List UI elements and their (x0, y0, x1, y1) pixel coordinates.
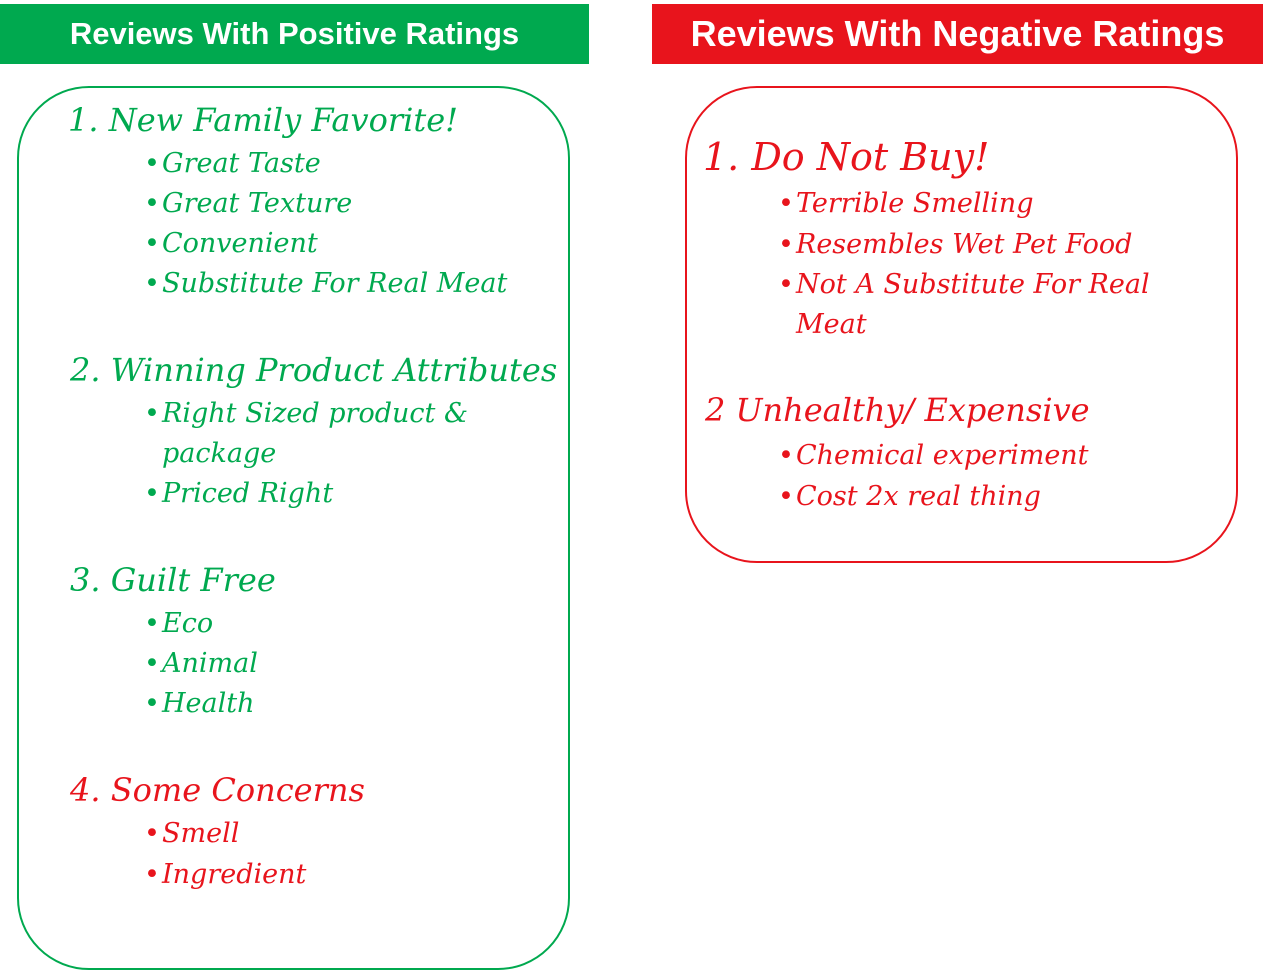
negative-section-1-item: • Resembles Wet Pet Food (778, 225, 1132, 265)
bullet-icon: • (144, 398, 160, 429)
positive-section-1-item: • Great Taste (144, 144, 321, 184)
positive-section-1-item: • Great Texture (144, 184, 352, 224)
positive-section-3-item: • Animal (144, 644, 258, 684)
positive-ratings-header-label: Reviews With Positive Ratings (69, 16, 520, 51)
positive-section-3-item: • Eco (144, 604, 213, 644)
negative-section-1-item-continued: Meat (796, 309, 867, 340)
positive-section-3-item: • Health (144, 684, 255, 724)
bullet-icon: • (144, 859, 160, 890)
bullet-icon: • (144, 608, 160, 639)
positive-section-1-item: • Convenient (144, 224, 318, 264)
bullet-icon: • (144, 148, 160, 179)
positive-section-2-item: • Priced Right (144, 474, 333, 514)
bullet-icon: • (144, 688, 160, 719)
bullet-icon: • (778, 229, 794, 260)
positive-section-4-item: • Ingredient (144, 855, 306, 895)
bullet-icon: • (778, 481, 794, 512)
bullet-icon: • (778, 269, 794, 300)
positive-section-1-item: • Substitute For Real Meat (144, 264, 507, 304)
bullet-icon: • (778, 188, 794, 219)
bullet-icon: • (144, 188, 160, 219)
bullet-icon: • (144, 478, 160, 509)
positive-section-4-title: 4. Some Concerns (70, 771, 365, 809)
positive-reviews-box (17, 86, 570, 970)
negative-ratings-header-label: Reviews With Negative Ratings (690, 13, 1225, 54)
negative-section-1-title: 1. Do Not Buy! (703, 135, 990, 179)
negative-section-1-item: • Not A Substitute For Real (778, 265, 1150, 305)
bullet-icon: • (778, 440, 794, 471)
negative-section-2-item: • Cost 2x real thing (778, 477, 1041, 517)
positive-section-1-title: 1. New Family Favorite! (68, 101, 459, 139)
positive-section-2-item-continued: package (162, 438, 277, 469)
negative-ratings-header: Reviews With Negative Ratings (652, 4, 1263, 64)
positive-ratings-header: Reviews With Positive Ratings (0, 4, 589, 64)
negative-section-2-item: • Chemical experiment (778, 436, 1089, 476)
bullet-icon: • (144, 228, 160, 259)
negative-reviews-box (685, 86, 1238, 563)
bullet-icon: • (144, 268, 160, 299)
bullet-icon: • (144, 648, 160, 679)
negative-section-1-item: • Terrible Smelling (778, 184, 1033, 224)
bullet-icon: • (144, 818, 160, 849)
positive-section-4-item: • Smell (144, 814, 239, 854)
positive-section-2-item: • Right Sized product & (144, 394, 468, 434)
positive-section-3-title: 3. Guilt Free (70, 561, 276, 599)
negative-section-2-title: 2 Unhealthy/ Expensive (705, 391, 1090, 429)
positive-section-2-title: 2. Winning Product Attributes (70, 351, 558, 389)
